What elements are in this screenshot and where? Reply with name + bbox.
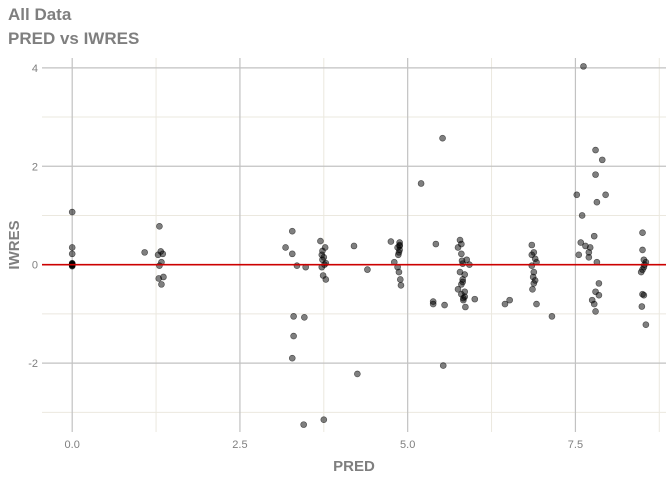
data-point: [320, 416, 328, 423]
x-tick-label: 7.5: [568, 439, 583, 451]
data-point: [573, 191, 581, 199]
data-point: [321, 244, 329, 251]
data-point: [432, 240, 440, 248]
data-point: [575, 251, 583, 259]
data-point: [639, 246, 646, 254]
data-point: [590, 232, 598, 240]
data-point: [441, 301, 448, 309]
data-point: [417, 180, 425, 187]
data-point: [68, 208, 76, 216]
data-point: [288, 250, 296, 258]
data-point: [471, 295, 479, 303]
data-point: [640, 291, 648, 299]
data-point: [290, 313, 297, 320]
data-point: [461, 271, 469, 278]
minor-gridlines: [42, 58, 666, 432]
data-point: [156, 262, 163, 269]
data-point: [454, 285, 462, 293]
data-point: [458, 257, 466, 265]
data-point: [141, 249, 148, 256]
data-point: [396, 276, 404, 283]
data-point: [159, 250, 167, 258]
data-point: [397, 282, 405, 289]
data-point: [68, 250, 76, 258]
data-point: [300, 421, 307, 428]
data-point: [529, 285, 536, 293]
data-point: [456, 236, 464, 244]
data-point: [528, 241, 536, 249]
data-point: [429, 300, 437, 308]
x-tick-label: 0.0: [65, 439, 80, 451]
data-point: [592, 308, 599, 315]
data-point: [439, 362, 447, 369]
data-point: [592, 146, 599, 154]
y-tick-label: 2: [32, 161, 38, 173]
data-point: [585, 249, 593, 256]
x-tick-label: 2.5: [232, 439, 247, 451]
data-point: [580, 63, 587, 70]
data-point: [598, 156, 606, 164]
data-point: [458, 250, 465, 258]
data-point: [322, 276, 330, 283]
data-point: [156, 223, 163, 230]
x-axis-label: PRED: [333, 458, 375, 475]
data-point: [595, 291, 603, 299]
data-point: [301, 314, 308, 321]
data-point: [460, 294, 467, 302]
data-point: [462, 303, 469, 311]
data-point: [293, 262, 301, 269]
data-point: [288, 354, 296, 362]
data-point: [590, 300, 598, 308]
data-point: [578, 212, 586, 219]
y-tick-labels: -2 0 2 4: [28, 63, 38, 370]
x-tick-label: 5.0: [400, 439, 415, 451]
chart-subtitle: PRED vs IWRES: [8, 29, 140, 48]
data-point: [506, 296, 513, 304]
data-point: [68, 244, 76, 251]
data-point: [593, 198, 601, 206]
data-point: [396, 242, 403, 250]
data-point: [592, 171, 599, 178]
data-point: [319, 256, 326, 264]
data-point: [461, 288, 469, 296]
y-tick-label: 0: [32, 260, 38, 272]
data-point: [439, 134, 446, 142]
data-point: [395, 268, 403, 276]
data-point: [350, 242, 358, 250]
data-point: [528, 262, 536, 269]
data-point: [530, 280, 538, 287]
data-point: [160, 273, 167, 281]
y-axis-label: IWRES: [6, 220, 23, 269]
y-tick-label: 4: [32, 63, 38, 75]
chart-title: All Data: [8, 5, 72, 24]
data-point: [595, 280, 603, 287]
x-tick-labels: 0.0 2.5 5.0 7.5: [65, 439, 584, 451]
data-point: [158, 281, 165, 288]
data-point: [354, 370, 361, 378]
data-point: [577, 239, 585, 246]
data-point: [364, 266, 371, 273]
data-point: [642, 321, 650, 329]
data-point: [394, 251, 402, 259]
data-point: [533, 300, 540, 308]
data-point: [602, 191, 609, 199]
data-point: [387, 238, 395, 245]
data-point: [639, 229, 646, 236]
data-point: [282, 244, 289, 251]
data-point: [638, 303, 646, 310]
data-point: [501, 300, 509, 308]
data-point: [548, 313, 556, 320]
data-point: [288, 227, 296, 235]
data-point: [317, 237, 324, 245]
data-point: [290, 332, 297, 340]
data-point: [458, 281, 465, 288]
y-tick-label: -2: [28, 358, 38, 370]
